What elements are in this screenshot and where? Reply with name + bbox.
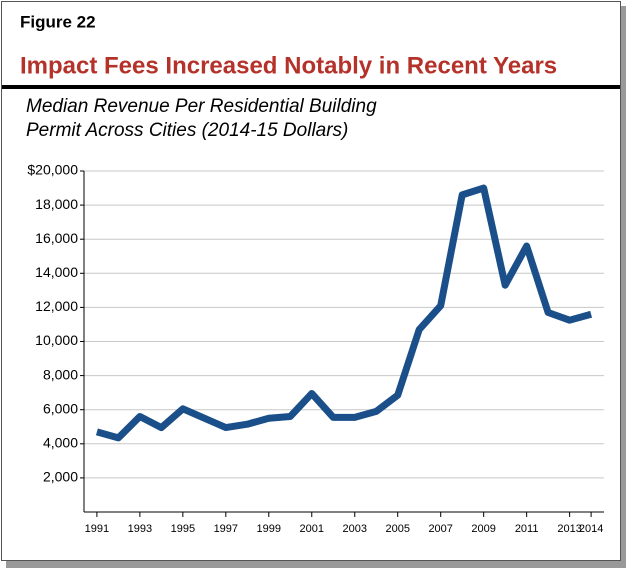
x-tick-label: 2007: [428, 523, 452, 535]
x-tick-label: 1991: [85, 523, 109, 535]
x-tick-label: 2014: [579, 523, 603, 535]
y-tick-label: 6,000: [43, 400, 78, 416]
y-tick-label: 8,000: [43, 366, 78, 382]
y-tick-label: 14,000: [35, 264, 78, 280]
figure-label: Figure 22: [20, 12, 96, 31]
data-line: [95, 184, 593, 442]
subtitle: Permit Across Cities (2014-15 Dollars): [26, 120, 348, 141]
x-tick-label: 2003: [343, 523, 367, 535]
x-tick-label: 2011: [515, 523, 539, 535]
x-tick-label: 2005: [385, 523, 409, 535]
y-tick-label: $20,000: [27, 162, 78, 178]
chart-title: Impact Fees Increased Notably in Recent …: [20, 52, 557, 79]
x-tick-label: 1993: [128, 523, 152, 535]
y-tick-label: 18,000: [35, 196, 78, 212]
x-tick-label: 1997: [214, 523, 238, 535]
x-tick-label: 1999: [257, 523, 281, 535]
subtitle: Median Revenue Per Residential Building: [26, 96, 377, 117]
y-tick-label: 12,000: [35, 298, 78, 314]
y-tick-label: 4,000: [43, 435, 78, 451]
x-tick-label: 2009: [471, 523, 495, 535]
x-tick-label: 1995: [171, 523, 195, 535]
y-tick-label: 16,000: [35, 230, 78, 246]
frame: [1, 1, 621, 561]
x-tick-label: 2001: [300, 523, 324, 535]
x-tick-label: 2013: [557, 523, 581, 535]
y-tick-label: 2,000: [43, 469, 78, 485]
y-tick-label: 10,000: [35, 332, 78, 348]
